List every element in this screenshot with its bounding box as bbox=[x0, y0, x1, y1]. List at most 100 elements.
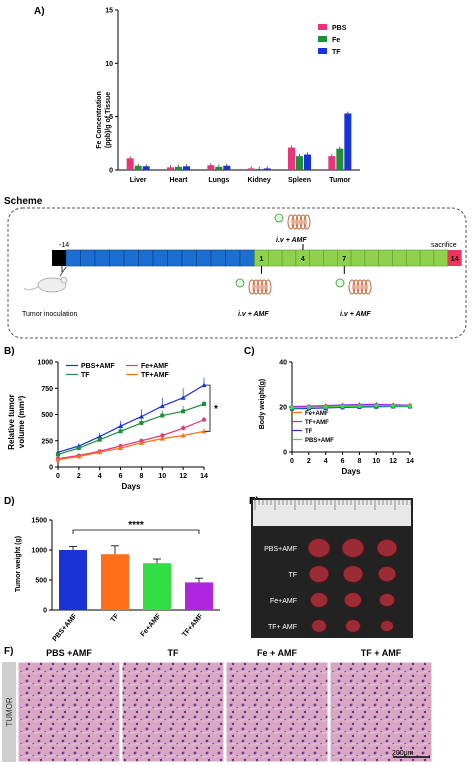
panel-b-ylabel-line1: Relative tumor bbox=[7, 394, 16, 450]
coil-loop bbox=[256, 279, 264, 295]
series-line bbox=[291, 405, 411, 409]
panel-d-category-label: TF+AMF bbox=[181, 612, 205, 638]
scheme-blue-block bbox=[196, 249, 212, 267]
tumor-inoculation-label: Tumor inoculation bbox=[22, 311, 77, 318]
histology-column-title: TF bbox=[168, 648, 179, 658]
y-tick-label: 1500 bbox=[31, 518, 47, 525]
x-tick-label: 4 bbox=[98, 473, 102, 480]
data-point bbox=[97, 449, 103, 455]
x-tick-label: 8 bbox=[139, 473, 143, 480]
panel-c-label: C) bbox=[244, 346, 255, 357]
data-point bbox=[159, 436, 165, 441]
tumor-specimen bbox=[308, 565, 330, 583]
panel-a-legend-swatch bbox=[318, 36, 327, 42]
panel-a-bar bbox=[126, 158, 134, 170]
panel-a-bar bbox=[183, 166, 190, 170]
data-point bbox=[160, 433, 165, 438]
x-tick-label: 0 bbox=[56, 473, 60, 480]
data-point bbox=[118, 429, 123, 434]
y-tick-label: 500 bbox=[41, 412, 53, 419]
panel-a-bar bbox=[296, 156, 303, 170]
coil-loop bbox=[248, 279, 256, 295]
data-point bbox=[180, 433, 186, 438]
legend-label: TF bbox=[305, 429, 313, 435]
photo-row-label: TF+ AMF bbox=[268, 624, 297, 631]
series-line bbox=[291, 403, 411, 408]
panel-a-category-label: Heart bbox=[170, 177, 189, 184]
x-tick-label: 10 bbox=[158, 473, 166, 480]
injection-needle-icon bbox=[59, 266, 67, 277]
y-tick-label: 1000 bbox=[31, 548, 47, 555]
photo-row-label: Fe+AMF bbox=[270, 598, 297, 605]
panel-a-bar bbox=[344, 113, 352, 170]
nanoparticle-icon bbox=[235, 278, 245, 288]
panel-d-category-label: TF bbox=[110, 612, 121, 624]
scheme-green-block bbox=[364, 249, 379, 267]
data-point bbox=[139, 420, 144, 425]
scheme-green-block bbox=[419, 249, 435, 267]
data-point bbox=[76, 454, 82, 459]
panel-a-bar bbox=[328, 156, 336, 170]
coil-icon-2 bbox=[335, 278, 372, 295]
panel-c-chart: C) Body weight(g) 0 20 40 0 2 4 6 8 10 12 14 Days Fe… bbox=[244, 346, 414, 476]
panel-a-y-tick-label: 5 bbox=[109, 114, 113, 121]
data-point bbox=[290, 405, 294, 410]
histology-image bbox=[329, 661, 433, 763]
coil-icon-1 bbox=[235, 278, 272, 295]
mouse-icon bbox=[23, 276, 68, 293]
scheme-blue-block bbox=[225, 249, 241, 267]
histology-column-title: Fe + AMF bbox=[257, 648, 297, 658]
panel-a-legend-label: PBS bbox=[332, 25, 347, 32]
y-tick-label: 750 bbox=[41, 386, 53, 393]
panel-a-category-label: Lungs bbox=[208, 177, 229, 184]
legend-label: Fe+AMF bbox=[305, 411, 329, 417]
panel-d-bar bbox=[101, 554, 129, 610]
coil-loop bbox=[252, 279, 260, 295]
scheme-green-block bbox=[378, 249, 393, 267]
scheme-blue-block bbox=[181, 249, 197, 267]
tumor-specimen bbox=[380, 620, 394, 632]
panel-a-bar bbox=[215, 166, 223, 170]
coil-loop bbox=[260, 279, 268, 295]
scheme-blue-block bbox=[239, 249, 255, 267]
y-tick-label: 0 bbox=[283, 450, 287, 457]
series-line bbox=[57, 419, 205, 460]
scheme-green-block bbox=[309, 249, 324, 267]
tumor-specimen bbox=[307, 538, 331, 558]
histology-image bbox=[225, 661, 329, 763]
tumor-specimen bbox=[344, 592, 363, 608]
y-tick-label: 250 bbox=[41, 438, 53, 445]
coil-loop bbox=[352, 279, 360, 295]
data-point bbox=[323, 405, 328, 409]
scheme-green-block bbox=[267, 249, 283, 267]
tumor-side-tab bbox=[2, 662, 16, 762]
panel-d-bar bbox=[185, 582, 213, 610]
x-tick-label: 0 bbox=[290, 458, 294, 465]
data-point bbox=[56, 452, 60, 457]
scheme-start-day: -14 bbox=[59, 242, 69, 249]
data-point bbox=[340, 404, 345, 409]
panel-a-ylabel-line2: (ppb)/g of Tissue bbox=[105, 92, 112, 148]
panel-a-legend-swatch bbox=[318, 48, 327, 54]
panel-a-bar bbox=[247, 168, 255, 170]
panel-b-ylabel-line2: volume (mm³) bbox=[17, 395, 26, 448]
data-point bbox=[97, 434, 103, 439]
scheme-blue-block bbox=[167, 249, 183, 267]
panel-d-bar bbox=[59, 550, 87, 610]
legend-label: TF bbox=[81, 372, 90, 379]
tumor-specimen bbox=[311, 619, 327, 633]
y-tick-label: 0 bbox=[43, 608, 47, 615]
histology-column-title: TF + AMF bbox=[361, 648, 402, 658]
panel-a-bar bbox=[167, 167, 174, 170]
x-tick-label: 6 bbox=[341, 458, 345, 465]
data-point bbox=[118, 423, 124, 429]
series-line bbox=[57, 384, 205, 453]
panel-a-chart: A) Fe Concentration (ppb)/g of Tissue 0 5… bbox=[34, 6, 360, 184]
panel-a-y-tick-label: 15 bbox=[105, 8, 113, 15]
coil-loop bbox=[287, 214, 295, 230]
coil-loop bbox=[356, 279, 364, 295]
panel-a-bar bbox=[134, 165, 142, 170]
significance-star: * bbox=[214, 404, 218, 415]
panel-b-label: B) bbox=[4, 346, 15, 357]
panel-a-bar bbox=[255, 168, 263, 170]
